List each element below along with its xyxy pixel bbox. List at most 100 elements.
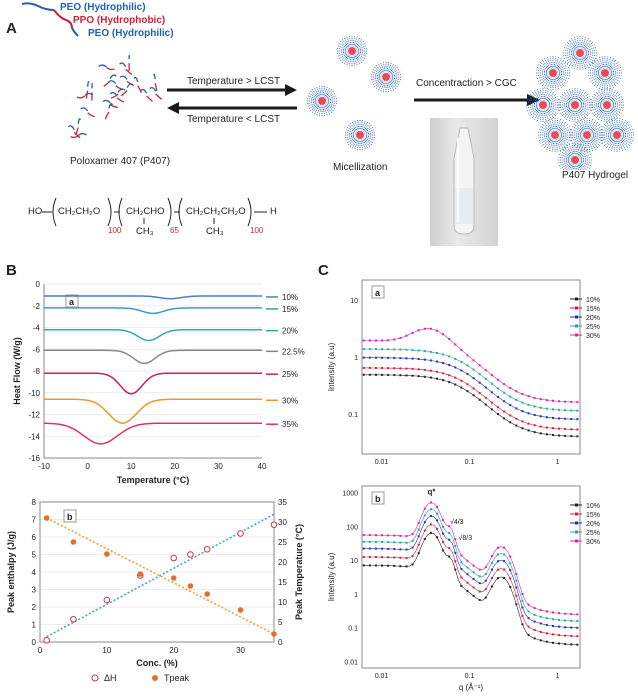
unimer-ppo-segment: [76, 95, 86, 99]
unimer-peo-segment: [98, 64, 108, 68]
dsc-ytick: -2: [33, 302, 41, 311]
saxs-legend-label: 30%: [586, 539, 600, 546]
saxs-xtick: 0.01: [375, 459, 389, 466]
dsc-legend-label: 20%: [282, 327, 298, 336]
unimer-peo-segment: [67, 125, 75, 130]
dh-point: [187, 551, 194, 558]
formula-ch3a: CH₃: [136, 226, 154, 237]
saxs-data-point: [362, 540, 365, 543]
saxs-data-point: [362, 564, 365, 567]
saxs-ytick: 10: [350, 558, 358, 565]
micelle-4: [344, 119, 376, 151]
micelle-3: [306, 85, 338, 117]
saxs-legend-label: 20%: [586, 521, 600, 528]
label-hydrogel: P407 Hydrogel: [562, 170, 629, 181]
unimer-ppo-segment: [146, 95, 153, 102]
saxs-plot-frame: [361, 485, 581, 669]
hydrogel-micelle-8: [570, 118, 604, 152]
unimer-peo-segment: [87, 81, 90, 87]
dsc-legend-label: 30%: [282, 396, 298, 405]
formula-ho: HO: [28, 206, 43, 217]
saxs-xtick: 0.1: [465, 673, 475, 680]
saxs-series-line: [363, 328, 578, 403]
hydrogel-micelle-5: [558, 88, 592, 122]
panel-b-letter: B: [6, 262, 17, 279]
unimer-ppo-segment: [120, 89, 128, 97]
unimer-peo-segment: [108, 80, 117, 85]
hydrogel-micelle-10: [558, 143, 592, 170]
saxs-legend-marker: [575, 297, 578, 301]
unimer-ppo-segment: [85, 90, 89, 99]
dsc-xtick: 40: [258, 462, 267, 471]
dsc-series-line: [44, 295, 262, 300]
panel-c-letter: C: [318, 262, 329, 279]
saxs-ylabel: Intensity (a.u): [327, 342, 336, 391]
unimer-peo-segment: [77, 118, 82, 124]
dsc-series-line: [44, 398, 262, 424]
saxs-series-line: [363, 508, 578, 622]
dsc-ytick: -6: [33, 345, 41, 354]
temperature-arrows: [167, 84, 297, 114]
saxs-data-point: [362, 356, 365, 359]
hydrogel-micelle-2: [536, 56, 570, 90]
saxs-legend-marker: [575, 512, 578, 516]
saxs-sublabel: b: [375, 494, 381, 504]
panel-a-letter: A: [6, 20, 17, 37]
unimer-ppo-segment: [104, 111, 110, 120]
dsc-ytick: -8: [33, 367, 41, 376]
unimer-peo-segment: [140, 88, 148, 94]
label-p407: Poloxamer 407 (P407): [70, 156, 171, 167]
tpeak-ytick: 5: [278, 618, 283, 627]
enthalpy-ytick: 8: [32, 498, 37, 507]
hydrogel-micelle-6: [590, 88, 624, 122]
tpeak-point: [70, 539, 77, 545]
unimer-ppo-segment: [87, 112, 95, 118]
unimer-peo-segment: [80, 107, 89, 112]
tpeak-point: [137, 571, 144, 577]
saxs-data-point: [362, 534, 365, 537]
enthalpy-ytick: 3: [32, 586, 37, 595]
saxs-legend-marker: [575, 315, 578, 319]
saxs-ytick: 0.1: [348, 412, 358, 419]
enthalpy-ytick: 0: [32, 638, 37, 647]
dsc-legend-label: 25%: [282, 370, 298, 379]
dsc-ylabel: Heat Flow (W/g): [12, 337, 22, 405]
arrow-conc-label: Concentraction > CGC: [416, 78, 517, 89]
enthalpy-xtick: 0: [38, 646, 43, 655]
dsc-ytick: 0: [36, 280, 41, 289]
legend-tpeak-marker: [152, 675, 158, 681]
unimer-ppo-segment: [155, 93, 163, 100]
legend-peo-1: PEO (Hydrophilic): [60, 2, 146, 13]
tpeak-point: [187, 583, 194, 589]
unimer-peo-segment: [78, 132, 87, 136]
formula-h: H: [270, 206, 277, 217]
p407-unimers-graphic: [67, 55, 163, 139]
hydrogel-micelle-7: [538, 118, 572, 152]
saxs-xtick: 0.1: [465, 459, 475, 466]
dsc-series-line: [44, 372, 262, 395]
tpeak-point: [237, 607, 244, 613]
saxs-ytick: 0.01: [344, 659, 358, 666]
hydrogel-graphic: [526, 36, 634, 170]
dh-point: [103, 596, 111, 604]
saxs-legend-label: 15%: [586, 512, 600, 519]
saxs-data-point: [362, 373, 365, 376]
dsc-chart: 0-2-4-6-8-10-12-14-16-10 0 10 20 30 40Tempera…: [12, 280, 305, 485]
tpeak-ylabel: Peak Temperature (°C): [294, 524, 304, 620]
formula-brackets: [42, 197, 267, 227]
legend-tpeak-label: Tpeak: [164, 673, 190, 683]
dsc-xtick: 20: [170, 462, 179, 471]
tpeak-ytick: 35: [278, 498, 287, 507]
arrow-forward-label: Temperature > LCST: [187, 76, 281, 87]
saxs-series-line: [363, 524, 578, 637]
dsc-xtick: -10: [38, 462, 50, 471]
saxs-sublabel-box: [371, 491, 385, 505]
saxs-ytick: 10: [350, 298, 358, 305]
unimer-ppo-segment: [109, 103, 118, 108]
dh-point: [237, 530, 244, 537]
legend-dh-label: ΔH: [104, 673, 117, 683]
saxs-legend-label: 30%: [586, 333, 600, 340]
unimer-ppo-segment: [154, 82, 158, 92]
tpeak-ytick: 20: [278, 558, 287, 567]
saxs-series-line: [363, 374, 578, 437]
